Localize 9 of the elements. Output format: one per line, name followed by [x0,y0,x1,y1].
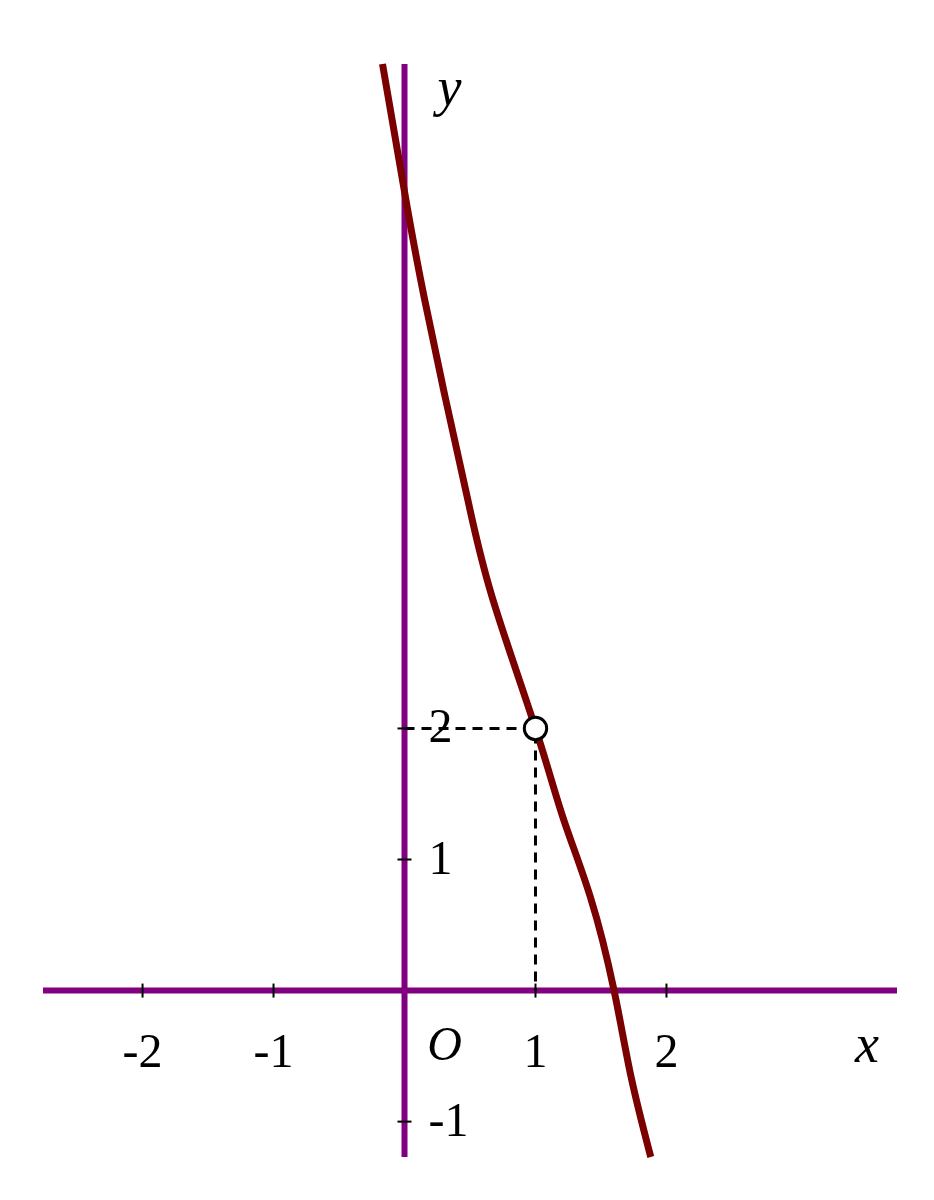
x-tick-label: 2 [654,1023,679,1077]
y-tick-label: 1 [428,830,453,884]
annotation: O [427,1016,462,1070]
x-tick-label: -2 [122,1023,163,1077]
x-tick-label: -1 [253,1023,294,1077]
x-axis-title: x [854,1013,880,1074]
x-tick-label: 1 [523,1023,548,1077]
y-axis-title: y [432,57,462,117]
y-tick-label: -1 [428,1092,469,1146]
